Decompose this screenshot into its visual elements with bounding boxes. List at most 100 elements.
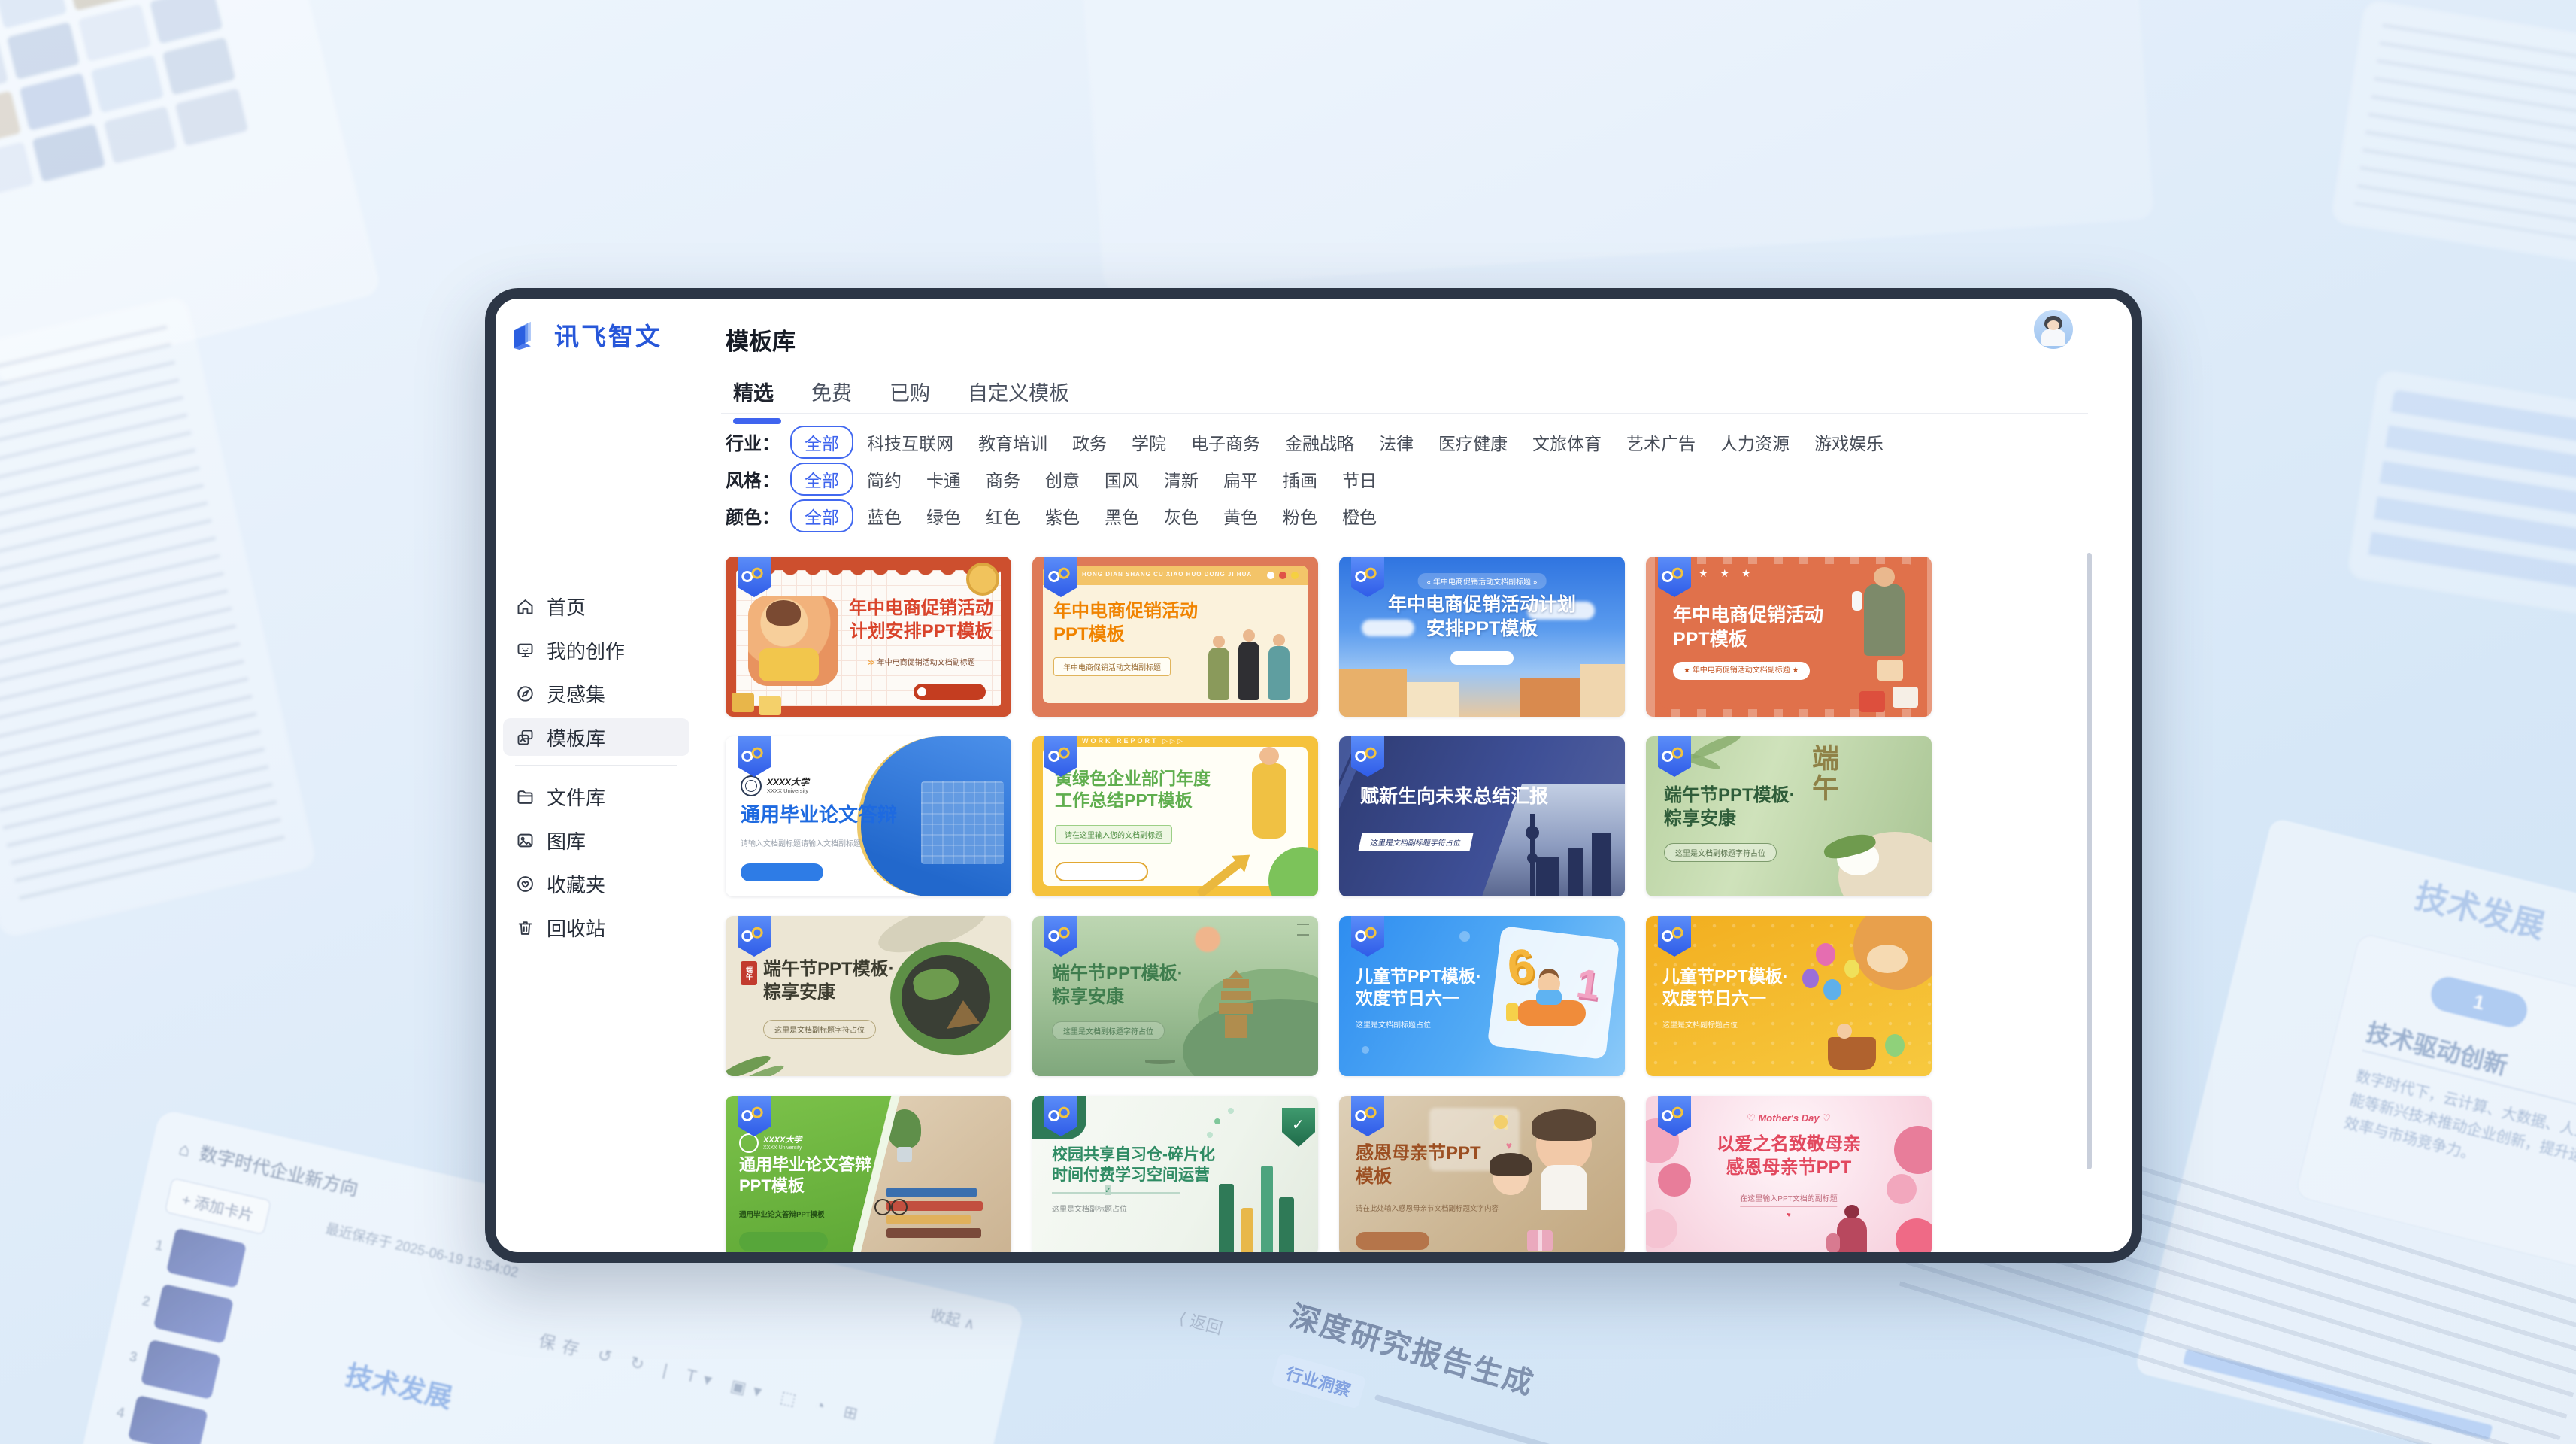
card-title: 校园共享自习仓-碎片化 时间付费学习空间运营 <box>1052 1146 1215 1184</box>
sidebar-item-recycle-bin[interactable]: 回收站 <box>503 909 689 946</box>
bg-home-icon: ⌂ <box>177 1139 192 1161</box>
filter-label-color: 颜色： <box>726 508 780 528</box>
tab-featured[interactable]: 精选 <box>733 377 781 424</box>
bg-collapse-label: 收起 ∧ <box>929 1306 977 1333</box>
filter-option[interactable]: 黄色 <box>1223 507 1258 527</box>
template-card[interactable]: 端午节PPT模板· 粽享安康 这里是文档副标题字符占位 <box>1032 916 1318 1076</box>
card-illustration <box>1208 636 1229 700</box>
tab-custom[interactable]: 自定义模板 <box>968 382 1069 405</box>
filter-option[interactable]: 橙色 <box>1342 507 1377 527</box>
card-button-shape <box>914 684 986 700</box>
card-button-shape <box>741 863 823 881</box>
card-illustration <box>902 955 990 1039</box>
bg-panel-top-right <box>2330 0 2576 272</box>
card-subtitle: 年中电商促销活动文档副标题 <box>846 656 996 667</box>
card-subtitle: ★ 年中电商促销活动文档副标题 ★ <box>1673 662 1810 680</box>
template-card[interactable]: 校园共享自习仓-碎片化 时间付费学习空间运营 这里是文档副标题占位 <box>1032 1096 1318 1252</box>
zhiwen-badge-icon <box>1658 916 1691 957</box>
zhiwen-badge-icon <box>1351 916 1384 957</box>
sidebar-item-favorites[interactable]: 收藏夹 <box>503 865 689 902</box>
card-illustration <box>1852 567 1905 656</box>
sidebar-item-image-library[interactable]: 图库 <box>503 821 689 859</box>
template-card[interactable]: 端午 端午节PPT模板· 粽享安康 这里是文档副标题字符占位 <box>726 916 1011 1076</box>
filter-option[interactable]: 节日 <box>1342 470 1377 490</box>
sidebar-item-my-creations[interactable]: 我的创作 <box>503 631 689 669</box>
filter-option[interactable]: 红色 <box>986 507 1020 527</box>
template-card[interactable]: 儿童节PPT模板· 欢度节日六一 这里是文档副标题占位 <box>1646 916 1932 1076</box>
trash-icon <box>518 921 532 935</box>
template-card[interactable]: 端午 端午节PPT模板· 粽享安康 这里是文档副标题字符占位 <box>1646 736 1932 896</box>
filter-color-all[interactable]: 全部 <box>790 499 853 532</box>
filter-option[interactable]: 法律 <box>1379 433 1414 454</box>
filter-option[interactable]: 电子商务 <box>1191 433 1260 454</box>
stars-decoration: ★ ★ ★ <box>1699 567 1756 579</box>
filter-option[interactable]: 卡通 <box>926 470 961 490</box>
card-title: 儿童节PPT模板· 欢度节日六一 <box>1662 966 1789 1009</box>
filter-option[interactable]: 政务 <box>1072 433 1107 454</box>
card-title: 赋新生向未来总结汇报 <box>1360 786 1549 807</box>
zhiwen-badge-icon <box>1351 736 1384 777</box>
filter-option[interactable]: 绿色 <box>926 507 961 527</box>
filter-option[interactable]: 粉色 <box>1283 507 1317 527</box>
filter-style-all[interactable]: 全部 <box>790 462 853 496</box>
filter-option[interactable]: 扁平 <box>1223 470 1258 490</box>
template-card[interactable]: ♡ Mother's Day ♡ 以爱之名致敬母亲 感恩母亲节PPT 在这里输入… <box>1646 1096 1932 1252</box>
template-card[interactable]: 年中电商促销活动 计划安排PPT模板 年中电商促销活动文档副标题 <box>726 557 1011 717</box>
filter-option[interactable]: 游戏娱乐 <box>1814 433 1884 454</box>
user-avatar[interactable] <box>2034 310 2073 349</box>
template-card[interactable]: XXXX大学 XXXX University 通用毕业论文答辩 请输入文档副标题请… <box>726 736 1011 896</box>
filter-option[interactable]: 金融战略 <box>1285 433 1354 454</box>
card-subtitle: 这里是文档副标题占位 <box>1662 1021 1738 1030</box>
card-subtitle: 请输入文档副标题请输入文档副标题 <box>741 840 861 848</box>
filter-option[interactable]: 蓝色 <box>867 507 902 527</box>
card-button-shape <box>1450 651 1514 665</box>
template-card[interactable]: HONG DIAN SHANG CU XIAO HUO DONG JI HUA … <box>1032 557 1318 717</box>
bg-slide-page: 技术发展 1 技术驱动创新 数字时代下，云计算、大数据、人工智能等新兴技术推动企… <box>2134 817 2576 1444</box>
card-title: 年中电商促销活动 计划安排PPT模板 <box>849 598 993 642</box>
template-card[interactable]: XXXX大学 XXXX University 通用毕业论文答辩 PPT模板 通用毕… <box>726 1096 1011 1252</box>
sidebar-item-file-library[interactable]: 文件库 <box>503 778 689 815</box>
template-card[interactable]: ♥ 感恩母亲节PPT 模板 请在此处输入感恩母亲节文档副标题文字内容 <box>1339 1096 1625 1252</box>
zhiwen-badge-icon <box>1351 1096 1384 1136</box>
content-scrollbar[interactable] <box>2087 553 2092 1169</box>
template-card[interactable]: ★ ★ ★ 年中电商促销活动 PPT模板 ★ 年中电商促销活动文档副标题 ★ <box>1646 557 1932 717</box>
filter-option[interactable]: 国风 <box>1105 470 1139 490</box>
template-card[interactable]: 赋新生向未来总结汇报 这里是文档副标题字符占位 <box>1339 736 1625 896</box>
filter-option[interactable]: 文旅体育 <box>1532 433 1602 454</box>
filter-option[interactable]: 创意 <box>1045 470 1080 490</box>
filter-industry-all[interactable]: 全部 <box>790 425 853 459</box>
card-button-shape <box>739 1232 828 1251</box>
filter-option[interactable]: 清新 <box>1164 470 1199 490</box>
bg-back-label: ⟨ 返回 <box>1177 1308 1225 1339</box>
template-card[interactable]: WORK REPORT ▷▷▷ 黄绿色企业部门年度 工作总结PPT模板 请在这里… <box>1032 736 1318 896</box>
zhiwen-badge-icon <box>738 916 771 957</box>
template-card[interactable]: « 年中电商促销活动文档副标题 » 年中电商促销活动计划 安排PPT模板 <box>1339 557 1625 717</box>
filter-option[interactable]: 学院 <box>1132 433 1166 454</box>
filter-option[interactable]: 插画 <box>1283 470 1317 490</box>
university-emblem: XXXX大学 XXXX University <box>741 775 809 796</box>
sidebar-item-template-library[interactable]: 模板库 <box>503 718 689 756</box>
card-subtitle: 年中电商促销活动文档副标题 <box>1053 657 1171 676</box>
tab-purchased[interactable]: 已购 <box>889 382 930 405</box>
filter-option[interactable]: 简约 <box>867 470 902 490</box>
filter-option[interactable]: 黑色 <box>1105 507 1139 527</box>
filter-option[interactable]: 教育培训 <box>978 433 1047 454</box>
card-title: 端午节PPT模板· 粽享安康 <box>1052 963 1183 1007</box>
tab-free[interactable]: 免费 <box>811 382 852 405</box>
filter-option[interactable]: 科技互联网 <box>867 433 953 454</box>
filter-option[interactable]: 灰色 <box>1164 507 1199 527</box>
card-subtitle: 这里是文档副标题字符占位 <box>1358 833 1474 851</box>
filter-option[interactable]: 紫色 <box>1045 507 1080 527</box>
card-illustration <box>1193 1128 1306 1252</box>
filter-option[interactable]: 人力资源 <box>1720 433 1790 454</box>
filter-option[interactable]: 商务 <box>986 470 1020 490</box>
filter-option[interactable]: 医疗健康 <box>1438 433 1508 454</box>
sidebar-item-home[interactable]: 首页 <box>503 587 689 625</box>
sidebar-item-inspiration[interactable]: 灵感集 <box>503 675 689 712</box>
filter-option[interactable]: 艺术广告 <box>1626 433 1696 454</box>
card-illustration <box>886 1184 984 1238</box>
sidebar-item-label: 文件库 <box>547 786 606 809</box>
card-title: 端午节PPT模板· 粽享安康 <box>1664 785 1796 829</box>
zhiwen-badge-icon <box>1658 736 1691 777</box>
